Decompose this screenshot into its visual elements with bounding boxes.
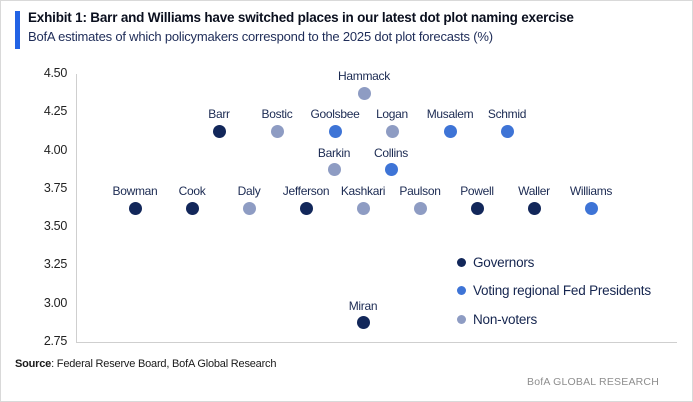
label-barr: Barr (208, 107, 230, 122)
dot-paulson (413, 201, 427, 215)
legend-dot-nonvoter (457, 315, 466, 324)
dot-cook (185, 201, 199, 215)
legend-label-governor: Governors (473, 255, 535, 270)
dot-daly (242, 201, 256, 215)
label-bowman: Bowman (112, 184, 158, 198)
label-schmid: Schmid (487, 107, 527, 122)
dot-jefferson (299, 201, 313, 215)
label-kashkari: Kashkari (340, 184, 386, 198)
legend-label-nonvoter: Non-voters (473, 312, 538, 327)
footer-brand: BofA GLOBAL RESEARCH (527, 376, 659, 388)
y-tick-3.00: 3.00 (43, 295, 67, 310)
label-daly: Daly (237, 184, 261, 198)
label-cook: Cook (178, 184, 206, 198)
source-note: Source: Federal Reserve Board, BofA Glob… (15, 358, 276, 370)
label-collins: Collins (374, 145, 408, 160)
label-powell: Powell (460, 184, 494, 198)
legend-item-nonvoter: Non-voters (457, 312, 537, 327)
legend-item-governor: Governors (457, 255, 534, 270)
label-barkin: Barkin (317, 145, 351, 160)
label-jefferson: Jefferson (282, 184, 330, 198)
dot-williams (584, 201, 598, 215)
y-axis-line (76, 74, 77, 342)
y-tick-3.25: 3.25 (43, 257, 67, 272)
exhibit-subtitle: BofA estimates of which policymakers cor… (28, 29, 493, 44)
legend-item-voter: Voting regional Fed Presidents (457, 283, 651, 298)
dot-waller (527, 201, 541, 215)
label-paulson: Paulson (399, 184, 441, 198)
label-waller: Waller (518, 184, 550, 198)
exhibit-title: Exhibit 1: Barr and Williams have switch… (28, 10, 574, 25)
label-musalem: Musalem (426, 107, 474, 122)
dot-musalem (443, 124, 457, 138)
dot-miran (356, 316, 370, 330)
source-text: : Federal Reserve Board, BofA Global Res… (51, 358, 277, 370)
label-goolsbee: Goolsbee (310, 107, 360, 122)
y-tick-3.50: 3.50 (43, 219, 67, 234)
label-bostic: Bostic (261, 107, 293, 122)
y-tick-3.75: 3.75 (43, 180, 67, 195)
y-tick-4.25: 4.25 (43, 104, 67, 119)
y-tick-4.50: 4.50 (43, 66, 67, 80)
source-label: Source (15, 358, 52, 370)
legend-label-voter: Voting regional Fed Presidents (473, 283, 651, 298)
y-tick-4.00: 4.00 (43, 142, 67, 157)
dot-hammack (357, 86, 371, 100)
label-williams: Williams (569, 184, 613, 198)
dot-barkin (327, 163, 341, 177)
dot-barr (212, 124, 226, 138)
dot-bostic (270, 124, 284, 138)
dot-bowman (128, 201, 142, 215)
label-hammack: Hammack (338, 69, 390, 84)
dot-schmid (500, 124, 514, 138)
dot-goolsbee (328, 124, 342, 138)
dot-collins (384, 163, 398, 177)
y-tick-2.75: 2.75 (43, 334, 67, 348)
accent-bar (15, 11, 20, 49)
legend-dot-governor (457, 258, 466, 267)
dot-logan (385, 124, 399, 138)
x-axis-line (76, 342, 677, 343)
label-miran: Miran (348, 298, 378, 313)
dot-powell (470, 201, 484, 215)
legend-dot-voter (457, 286, 466, 295)
dot-kashkari (356, 201, 370, 215)
label-logan: Logan (376, 107, 408, 122)
